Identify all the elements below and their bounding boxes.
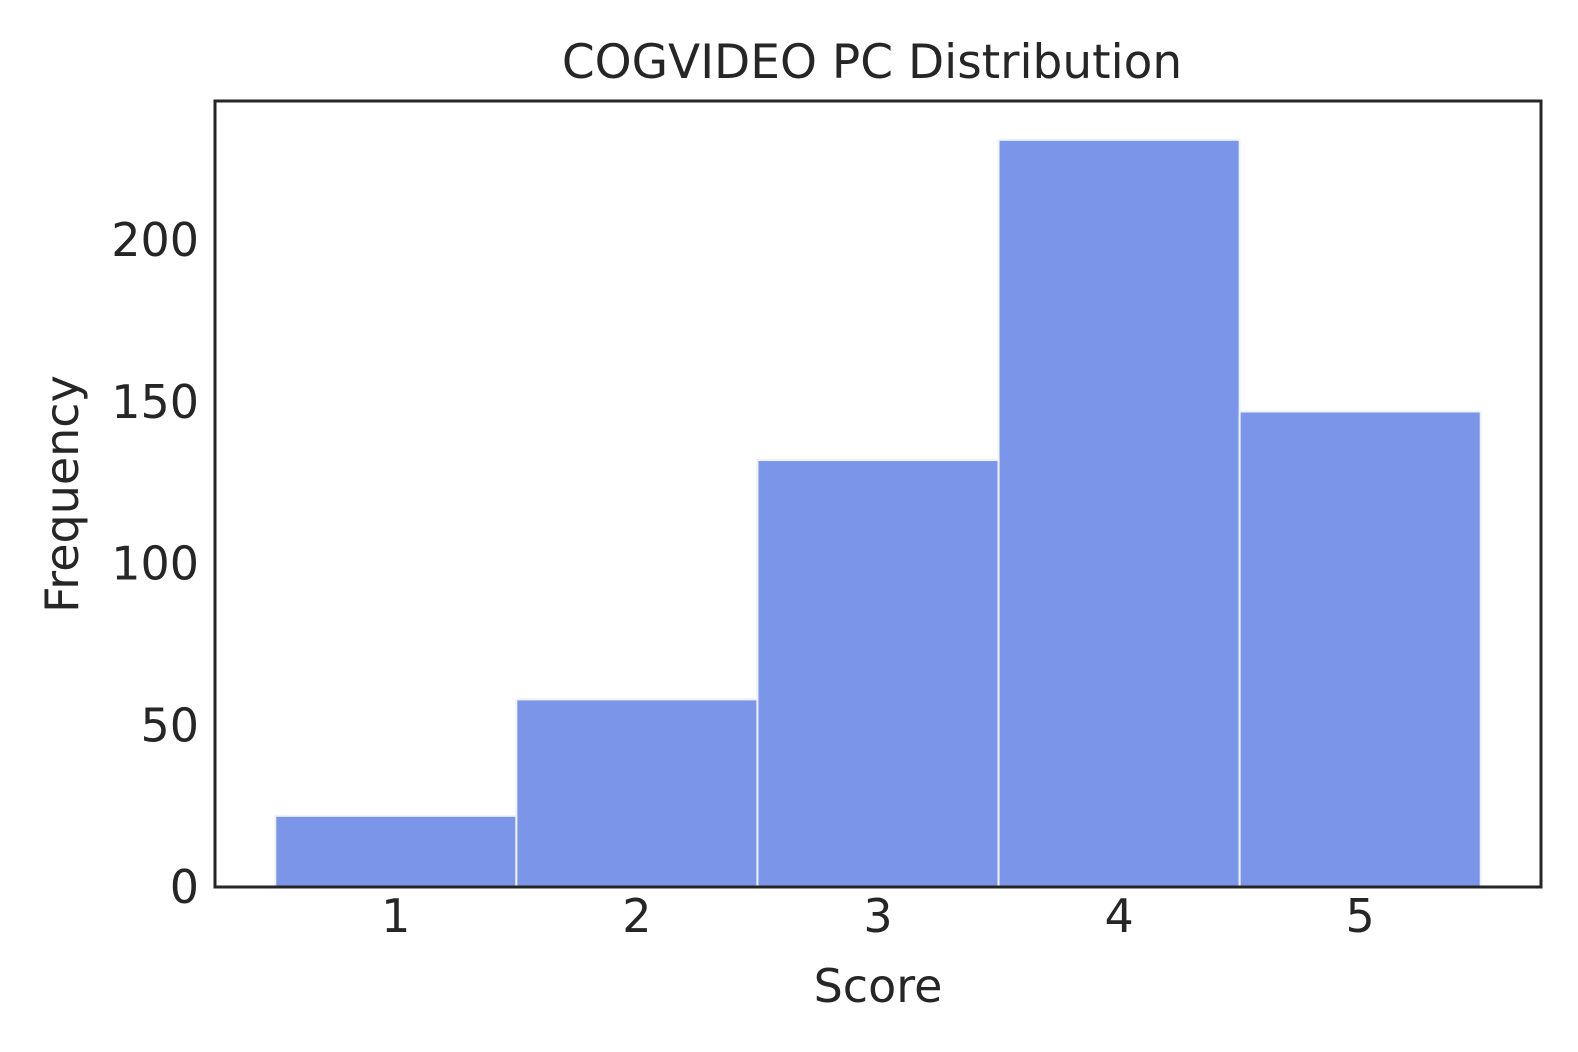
bar-score-3 — [756, 459, 1000, 888]
x-tick-label: 3 — [863, 889, 892, 943]
y-tick-label: 100 — [111, 537, 199, 591]
bar-score-5 — [1238, 410, 1482, 888]
y-tick-label: 50 — [140, 698, 199, 752]
chart-title: COGVIDEO PC Distribution — [562, 35, 1182, 90]
x-tick-labels: 1 2 3 4 5 — [381, 889, 1375, 943]
x-tick-label: 1 — [381, 889, 410, 943]
bar-score-2 — [515, 698, 759, 889]
x-tick-label: 2 — [622, 889, 651, 943]
y-tick-label: 200 — [111, 213, 199, 267]
y-tick-labels: 0 50 100 150 200 — [111, 213, 199, 914]
x-axis-label: Score — [814, 959, 943, 1013]
y-axis-label: Frequency — [35, 375, 89, 613]
bar-score-4 — [997, 138, 1241, 888]
y-tick-label: 0 — [170, 860, 199, 914]
x-tick-label: 4 — [1104, 889, 1133, 943]
bar-score-1 — [274, 814, 518, 888]
plot-frame — [213, 99, 1543, 889]
y-tick-label: 150 — [111, 375, 199, 429]
bars-layer — [274, 138, 1482, 889]
x-tick-label: 5 — [1346, 889, 1375, 943]
